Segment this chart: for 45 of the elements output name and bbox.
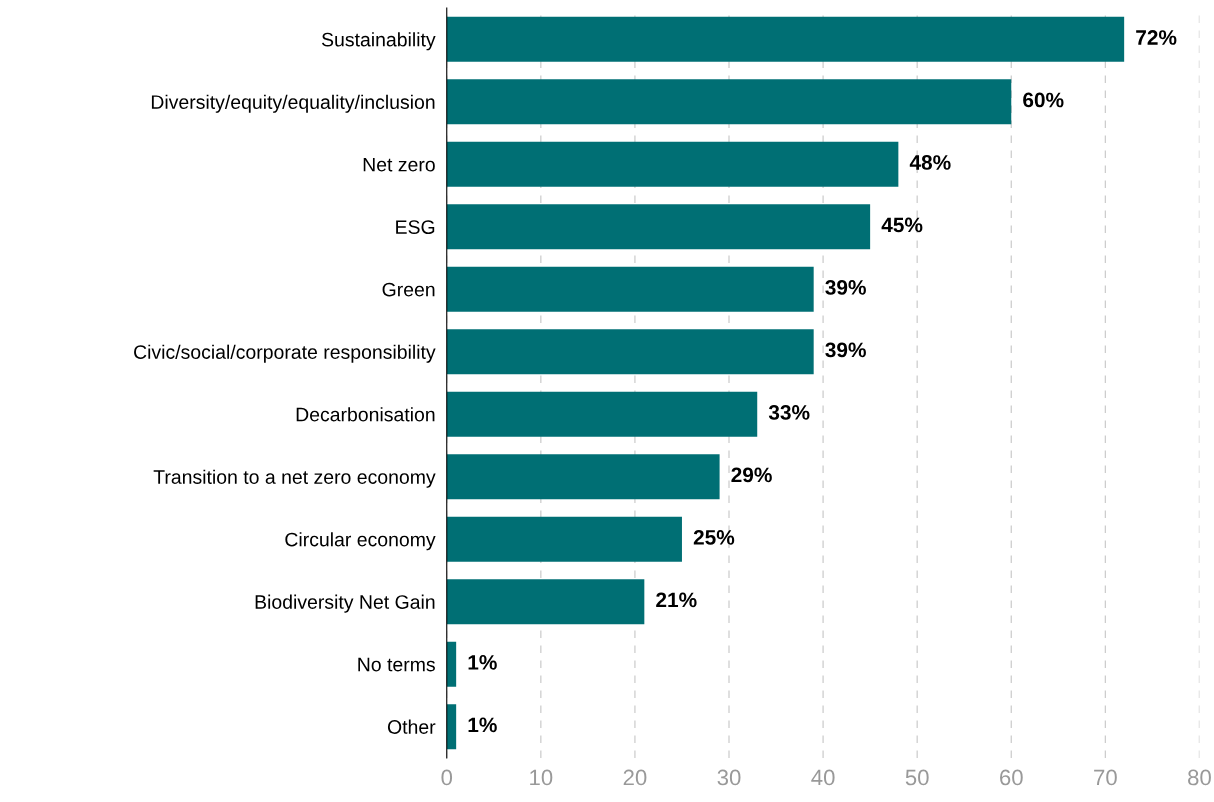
y-tick-label: ESG (396, 220, 435, 234)
y-tick-label: Transition to a net zero economy (153, 469, 436, 488)
y-tick-label: Sustainability (321, 32, 436, 51)
data-label: 25% (693, 530, 735, 545)
data-label: 29% (731, 467, 772, 483)
y-tick-label: Diversity/equity/equality/inclusion (151, 94, 435, 113)
bar (446, 516, 682, 562)
bar (446, 704, 457, 750)
data-label: 72% (1136, 30, 1177, 45)
y-tick-label: Decarbonisation (296, 407, 435, 422)
x-tick-label: 40 (811, 769, 835, 786)
data-label: 21% (656, 592, 697, 608)
bar (446, 454, 720, 500)
x-tick-label: 70 (1094, 769, 1117, 786)
x-tick-label: 0 (441, 769, 453, 786)
data-label: 1% (468, 717, 497, 733)
data-label: 48% (909, 155, 951, 170)
x-tick-label: 60 (1000, 769, 1023, 786)
y-tick-label: Civic/social/corporate responsibility (134, 344, 436, 363)
data-label: 1% (468, 655, 497, 670)
bar (446, 16, 1125, 62)
x-tick-label: 50 (905, 769, 929, 786)
bar (446, 391, 758, 437)
bar (446, 579, 645, 625)
data-label: 60% (1023, 92, 1064, 108)
bar (446, 79, 1012, 125)
y-tick-label: Green (382, 282, 435, 297)
bar (446, 204, 871, 250)
y-tick-label: No terms (358, 657, 435, 672)
bar (446, 141, 899, 187)
y-tick-label: Biodiversity Net Gain (255, 594, 435, 613)
x-tick-label: 80 (1188, 769, 1211, 786)
y-tick-label: Other (387, 719, 436, 734)
bar (446, 641, 457, 687)
x-tick-label: 10 (530, 769, 553, 786)
data-label: 39% (825, 342, 866, 358)
x-tick-label: 20 (623, 769, 647, 786)
data-label: 39% (825, 280, 866, 295)
y-tick-label: Circular economy (285, 532, 436, 551)
y-tick-label: Net zero (363, 157, 435, 172)
bar (446, 266, 814, 312)
data-label: 45% (881, 217, 923, 233)
bar (446, 329, 814, 375)
data-label: 33% (768, 405, 810, 420)
x-tick-label: 30 (717, 769, 741, 786)
